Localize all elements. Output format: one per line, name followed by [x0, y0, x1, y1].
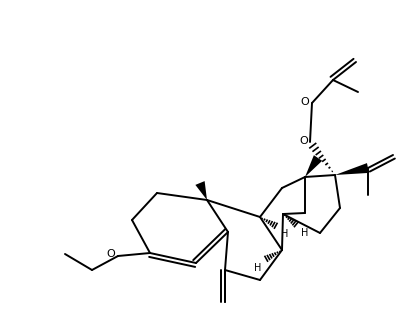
Polygon shape: [335, 163, 369, 175]
Polygon shape: [195, 181, 207, 200]
Text: H: H: [281, 229, 288, 239]
Text: O: O: [299, 136, 308, 146]
Text: H: H: [253, 263, 261, 273]
Polygon shape: [305, 155, 322, 177]
Text: H: H: [301, 228, 308, 238]
Text: O: O: [106, 249, 115, 259]
Text: O: O: [300, 97, 309, 107]
